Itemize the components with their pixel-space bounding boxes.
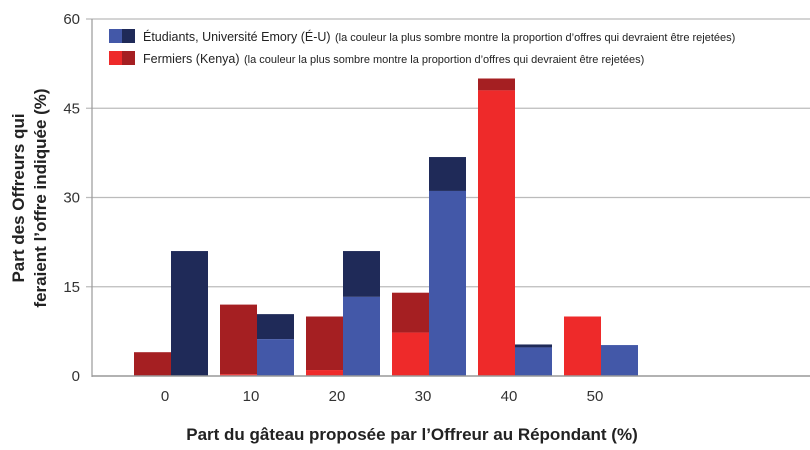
y-tick-labels: 0 15 30 45 60 [63,11,80,385]
bar-rejected-emory-30 [429,157,466,191]
bar-rejected-kenya-30 [392,292,429,333]
legend-swatch-emory-light [109,29,122,43]
y-tick-label: 60 [63,11,80,28]
bar-rejected-emory-40 [515,344,552,348]
y-axis-label-line1: Part des Offreurs qui [9,113,28,282]
bar-rejected-emory-0 [171,251,208,376]
x-tick-label: 0 [161,388,169,405]
bar-rejected-kenya-40 [478,78,515,91]
x-tick-label: 10 [243,388,260,405]
bar-accepted-emory-40 [515,347,552,376]
legend-entry-emory: Étudiants, Université Emory (É-U) (la co… [143,28,735,45]
legend-swatch-emory-dark [122,29,135,43]
bar-accepted-kenya-20 [306,370,343,376]
legend: Étudiants, Université Emory (É-U) (la co… [109,28,735,67]
bar-accepted-kenya-30 [392,332,429,376]
bar-accepted-emory-50 [601,345,638,376]
bars [134,78,638,377]
legend-entry-kenya: Fermiers (Kenya) (la couleur la plus som… [143,50,644,67]
bar-accepted-kenya-40 [478,90,515,377]
x-tick-labels: 0 10 20 30 40 50 [161,388,604,405]
y-axis-label-line2: feraient l’offre indiquée (%) [31,88,50,307]
y-tick-label: 45 [63,100,80,117]
x-axis-label: Part du gâteau proposée par l’Offreur au… [186,425,638,444]
y-tick-label: 0 [72,368,80,385]
x-tick-label: 50 [587,388,604,405]
y-tick-label: 15 [63,279,80,296]
x-tick-label: 40 [501,388,518,405]
legend-swatch-kenya-light [109,51,122,65]
bar-rejected-kenya-0 [134,352,171,376]
bar-accepted-emory-20 [343,296,380,376]
bar-rejected-emory-10 [257,314,294,340]
bar-rejected-kenya-10 [220,304,257,375]
bar-accepted-emory-30 [429,190,466,376]
bar-accepted-emory-10 [257,339,294,376]
bar-accepted-kenya-10 [220,374,257,376]
x-tick-label: 20 [329,388,346,405]
x-tick-label: 30 [415,388,432,405]
bar-accepted-kenya-50 [564,316,601,376]
legend-swatch-kenya-dark [122,51,135,65]
bar-rejected-kenya-20 [306,316,343,371]
bar-rejected-emory-20 [343,251,380,297]
y-tick-label: 30 [63,190,80,207]
